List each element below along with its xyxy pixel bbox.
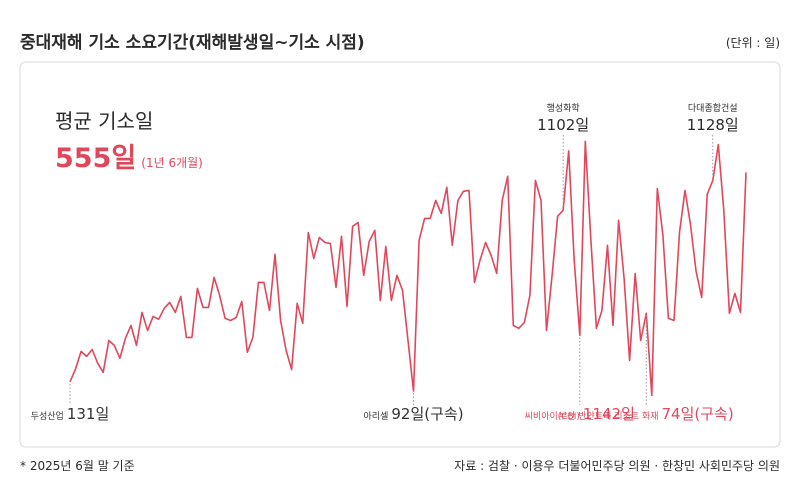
point-annotation: 아리셀 92일(구속) (364, 405, 464, 423)
point-name: 아리셀 (364, 411, 389, 422)
chart-frame (19, 61, 781, 448)
point-annotation: 부산 반얀트리 리조트 화재 74일(구속) (559, 405, 734, 423)
value-label: 1128일 (687, 116, 739, 134)
average-block: 555일 (1년 6개월) (55, 143, 203, 174)
point-name: 다대종합건설 (688, 103, 738, 114)
point-name: 두성산업 (31, 411, 64, 422)
point-name: 씨비아이(CBI) (525, 411, 580, 422)
value-label: 1142일 (583, 405, 635, 423)
value-label: 74일(구속) (661, 405, 733, 423)
chart-title: 중대재해 기소 소요기간(재해발생일~기소 시점) (20, 33, 365, 53)
value-label: 92일(구속) (391, 405, 463, 423)
value-label: 1102일 (537, 116, 589, 134)
source: 자료 : 검찰 · 이용우 더불어민주당 의원 · 한창민 사회민주당 의원 (454, 459, 780, 473)
point-annotation: 두성산업 131일 (31, 405, 110, 423)
point-name: 부산 반얀트리 리조트 화재 (559, 410, 659, 422)
value-label: 131일 (67, 405, 109, 423)
average-note: (1년 6개월) (141, 156, 203, 170)
average-value: 555일 (55, 143, 136, 174)
data-line (69, 140, 747, 397)
unit-label: (단위 : 일) (726, 36, 780, 50)
point-annotation: 씨비아이(CBI) 1142일 (525, 405, 635, 423)
average-label: 평균 기소일 (55, 109, 153, 133)
point-name: 행성화학 (547, 102, 580, 114)
footnote: * 2025년 6월 말 기준 (20, 459, 135, 473)
